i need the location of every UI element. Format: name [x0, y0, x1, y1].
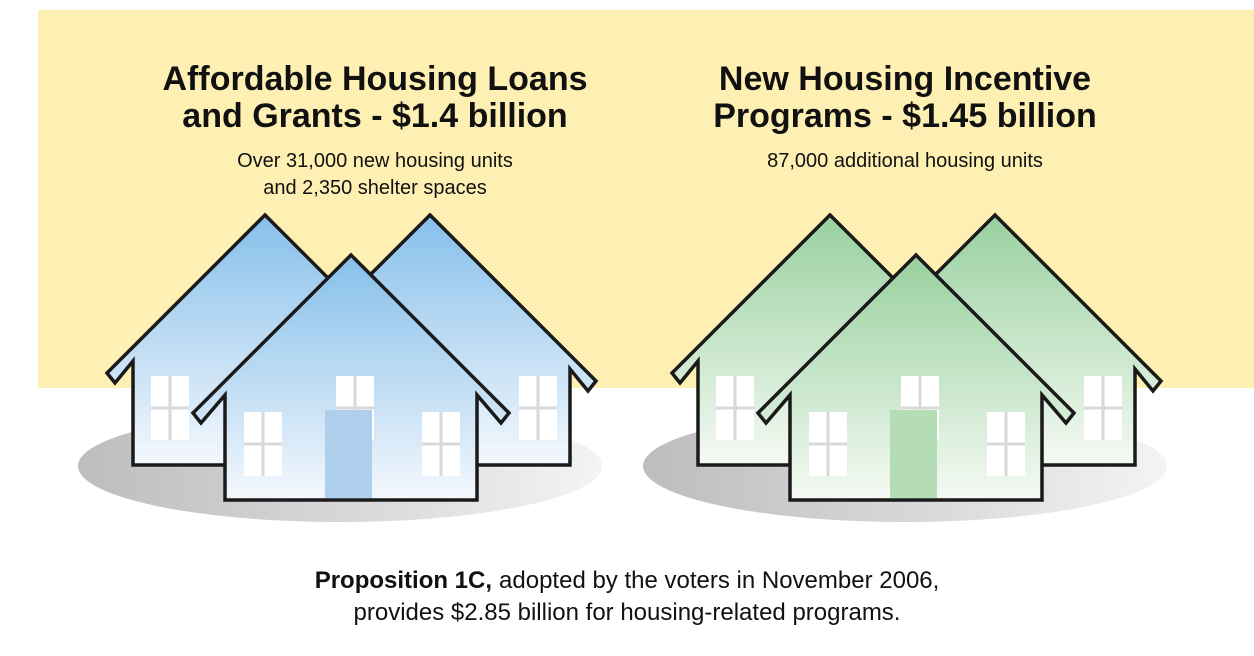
door — [890, 410, 937, 498]
footer-text: adopted by the voters in November 2006, — [499, 567, 939, 594]
panel-title: Programs - $1.45 billion — [713, 97, 1097, 135]
text-layer: Affordable Housing Loans and Grants - $1… — [163, 60, 1097, 626]
footer-lead: Proposition 1C, — [315, 567, 492, 594]
door — [325, 410, 372, 498]
panel-title: New Housing Incentive — [719, 60, 1091, 98]
panel-subtitle: and 2,350 shelter spaces — [263, 177, 487, 199]
house-illustrations — [78, 212, 1167, 522]
panel-subtitle: Over 31,000 new housing units — [237, 150, 513, 172]
panel-title: and Grants - $1.4 billion — [182, 97, 567, 135]
footer-line: provides $2.85 billion for housing-relat… — [354, 599, 901, 626]
footer-line: Proposition 1C, adopted by the voters in … — [315, 567, 940, 594]
panel-subtitle: 87,000 additional housing units — [767, 150, 1043, 172]
panel-title: Affordable Housing Loans — [163, 60, 588, 98]
